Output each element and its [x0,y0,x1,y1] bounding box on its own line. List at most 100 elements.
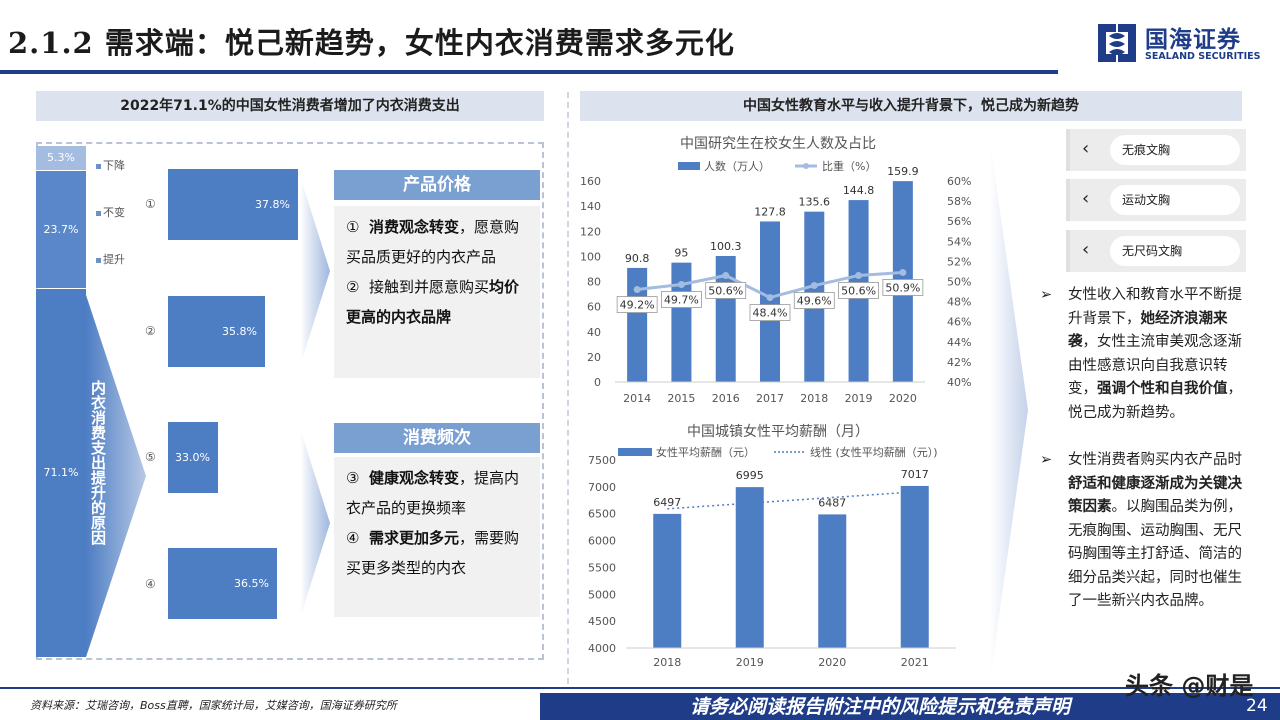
chevron-price [300,176,330,366]
right-heading: 中国女性教育水平与收入提升背景下，悦己成为新趋势 [580,91,1242,121]
segment-decrease: 5.3% [36,146,86,170]
price-box-body: ① 消费观念转变，愿意购买品质更好的内衣产品 ② 接触到并愿意购买均价更高的内衣… [334,206,540,378]
x-tick-label: 2019 [736,656,764,669]
chart-salary: 中国城镇女性平均薪酬（月） 女性平均薪酬（元） 线性 (女性平均薪酬（元）) 4… [588,423,956,669]
y2-tick-label: 54% [947,235,971,248]
price-box: 产品价格 ① 消费观念转变，愿意购买品质更好的内衣产品 ② 接触到并愿意购买均价… [334,170,540,378]
legend-swatch [96,257,101,263]
reason-bar-5: 33.0% [168,422,218,493]
footer-bar [540,693,1280,720]
bullet-item-1: ➢ 女性收入和教育水平不断提升背景下，她经济浪潮来袭，女性主流审美观念逐渐由性感… [1040,284,1252,425]
right-arrow [990,140,1028,680]
bullet-item-2: ➢ 女性消费者购买内衣产品时舒适和健康逐渐成为关键决策因素。以胸围品类为例，无痕… [1040,449,1252,614]
ratio-label-box [838,282,879,299]
y2-tick-label: 50% [947,276,971,289]
chart1-title: 中国研究生在校女生人数及占比 [680,135,876,152]
ratio-point [633,286,641,294]
y-tick-label: 4500 [588,615,616,628]
footer-line [0,687,1280,689]
y-tick-label: 0 [594,376,601,389]
bar-value-label: 127.8 [754,205,786,218]
y-tick-label: 140 [580,200,601,213]
chart2-legend-trend: 线性 (女性平均薪酬（元）) [810,445,938,459]
ratio-label: 48.4% [753,307,788,320]
chart1-legend-marker [803,163,809,169]
bar-value-label: 159.9 [887,165,919,178]
trendline [667,491,915,510]
bullet-list: ➢ 女性收入和教育水平不断提升背景下，她经济浪潮来袭，女性主流审美观念逐渐由性感… [1040,284,1252,614]
y-tick-label: 100 [580,250,601,263]
chart2-trendline [667,491,915,510]
bar-value-label: 6487 [818,496,846,509]
category-tab-seamless[interactable]: ‹ 无痕文胸 [1066,129,1246,171]
ratio-label-box [616,296,658,313]
ratio-label-box [882,279,924,296]
freq-box: 消费频次 ③ 健康观念转变，提高内衣产品的更换频率 ④ 需求更加多元，需要购买更… [334,423,540,617]
bar [900,485,929,648]
category-tab-label: 无尺码文胸 [1110,236,1240,266]
bar [627,267,648,382]
ratio-label-box [661,291,702,308]
ratio-point [722,271,730,279]
bar-value-label: 95 [674,247,688,260]
chart-grad-students: 中国研究生在校女生人数及占比 人数（万人） 比重（%） 0 20 40 60 80 100… [580,135,971,405]
ratio-label-box [793,292,835,309]
category-tab-label: 运动文胸 [1110,185,1240,215]
bar [653,513,682,648]
chart2-x-axis: 2018 2019 2020 2021 [626,647,956,669]
reason-num-5: ⑤ [145,450,156,464]
arrow-bullet-icon: ➢ [1040,287,1053,303]
bar [760,221,780,382]
price-box-title: 产品价格 [334,170,540,200]
legend-increase: 提升 [96,251,125,267]
segment-increase: 71.1% [36,289,86,657]
y2-tick-label: 52% [947,255,971,268]
ratio-label: 50.9% [885,281,920,294]
chevron-left-icon: ‹ [1082,138,1090,159]
legend-swatch [96,163,101,169]
category-tab-sports[interactable]: ‹ 运动文胸 [1066,179,1246,221]
y-tick-label: 5500 [588,561,616,574]
page-title: 2.1.2 需求端：悦己新趋势，女性内衣消费需求多元化 [8,26,735,60]
disclaimer: 请务必阅读报告附注中的风险提示和免责声明 [690,696,1071,718]
x-tick-label: 2020 [818,656,846,669]
title-underline [0,70,1058,74]
reason-num-1: ① [145,197,156,211]
bar-value-label: 100.3 [710,240,742,253]
y-tick-label: 5000 [588,588,616,601]
chart2-y-axis: 4000 4500 5000 5500 6000 6500 7000 7500 [588,454,616,655]
y2-tick-label: 60% [947,175,971,188]
reason-label: 内衣消费支出提升的原因 [89,380,107,545]
y-tick-label: 160 [580,175,601,188]
bar-value-label: 144.8 [843,184,875,197]
bar-value-label: 7017 [901,468,929,481]
reason-bar-4: 36.5% [168,548,277,619]
y-tick-label: 6000 [588,535,616,548]
segment-unchanged: 23.7% [36,171,86,288]
x-tick-label: 2018 [800,392,828,405]
category-tab-sizeless[interactable]: ‹ 无尺码文胸 [1066,230,1246,272]
freq-item-3: ③ 健康观念转变，提高内衣产品的更换频率 [346,469,520,517]
freq-box-title: 消费频次 [334,423,540,453]
x-tick-label: 2017 [756,392,784,405]
ratio-point [677,281,685,289]
chart1-x-axis: 2014 2015 2016 2017 2018 2019 2020 [615,381,925,405]
y-tick-label: 20 [587,351,601,364]
ratio-label: 49.2% [620,299,655,312]
chart1-y2-axis: 40% 42% 44% 46% 48% 50% 52% 54% 56% 58% 60% [947,175,971,389]
y-tick-label: 120 [580,225,601,238]
y-tick-label: 6500 [588,508,616,521]
reason-arrow [86,295,146,657]
chart2-legend-swatch-bar [618,448,652,456]
watermark: 头条 @财是 [1125,672,1254,700]
chevron-left-icon: ‹ [1082,239,1090,260]
page-number: 24 [1246,696,1268,716]
chart1-legend-swatch-bar [678,162,700,170]
chart1-legend-line: 比重（%） [822,159,876,173]
chart1-ratio-line: 49.2% 49.7% 50.6% 48.4% 49.6% 50.6% 50.9% [616,268,924,321]
bar-value-label: 135.6 [799,196,831,209]
y-tick-label: 60 [587,301,601,314]
x-tick-label: 2015 [667,392,695,405]
ratio-point [855,271,863,279]
ratio-point [899,268,907,276]
